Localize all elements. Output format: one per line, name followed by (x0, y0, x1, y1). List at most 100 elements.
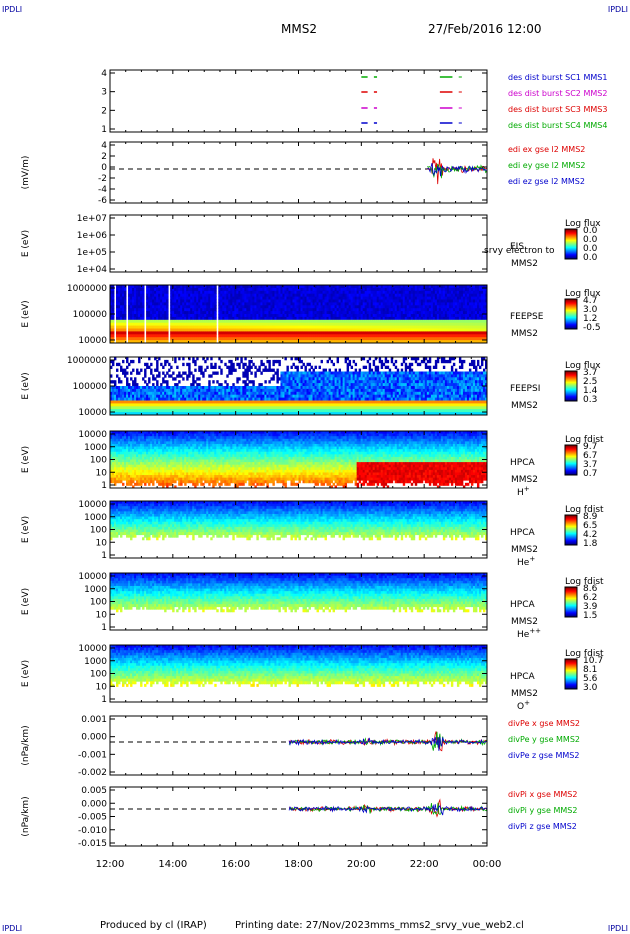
feepse-cell (166, 337, 168, 340)
panel-edi-ytick-label: -4 (98, 185, 107, 195)
feepse-cell (166, 297, 168, 300)
feepse-cell (214, 302, 216, 305)
feepse-cell (166, 320, 168, 323)
feepse-cell (166, 311, 168, 314)
feepse-cell (214, 317, 216, 320)
feepse-cell (142, 311, 144, 314)
feepse-cell (214, 334, 216, 337)
feepse-cell (112, 297, 114, 300)
panel-eis-ytick-label: 1e+04 (77, 265, 108, 275)
feepse-cell (112, 300, 114, 303)
panel-burst-ytick-label: 4 (101, 69, 107, 79)
feepse-cell (166, 305, 168, 308)
panel-burst-legend-item: des dist burst SC3 MMS3 (508, 105, 607, 114)
feepse-cell (124, 334, 126, 337)
feepse-cell (214, 311, 216, 314)
feepse-cell (166, 288, 168, 291)
feepse-cell (124, 337, 126, 340)
feepse-cell (112, 308, 114, 311)
feepse-cell (112, 305, 114, 308)
feepse-cell (124, 320, 126, 323)
panel-burst-legend-item: des dist burst SC4 MMS4 (508, 121, 607, 130)
feepse-cell (124, 323, 126, 326)
feepse-cell (112, 329, 114, 332)
feepse-cell (166, 334, 168, 337)
feepse-cell (112, 326, 114, 329)
feepse-cell (214, 294, 216, 297)
feepse-cell (124, 308, 126, 311)
feepse-cell (214, 326, 216, 329)
feepse-cell (142, 334, 144, 337)
panel-edi-frame (110, 142, 487, 203)
feepse-cell (142, 329, 144, 332)
panel-eis-extra-label: srvy electron to (484, 246, 555, 256)
feepse-cell (124, 331, 126, 334)
feepse-cell (214, 331, 216, 334)
feepse-cell (214, 308, 216, 311)
feepse-cell (166, 323, 168, 326)
feepse-cell (166, 300, 168, 303)
feepse-cell (112, 331, 114, 334)
feepse-cell (214, 305, 216, 308)
panel-burst-legend-item: des dist burst SC1 MMS1 (508, 73, 607, 82)
feepse-cell (112, 334, 114, 337)
feepse-cell (166, 329, 168, 332)
feepse-cell (214, 323, 216, 326)
panel-edi-ylabel: (mV/m) (21, 156, 31, 190)
panel-edi-ytick-label: 2 (101, 152, 107, 162)
feepse-cell (142, 297, 144, 300)
feepse-cell (214, 291, 216, 294)
feepse-cell (214, 320, 216, 323)
feepse-cell (124, 326, 126, 329)
feepse-cell (124, 314, 126, 317)
panel-edi-legend-item: edi ex gse l2 MMS2 (508, 145, 585, 154)
panel-edi-legend-item: edi ey gse l2 MMS2 (508, 161, 586, 170)
panel-eis-ylabel: E (eV) (21, 230, 31, 257)
panel-eis-ytick-label: 1e+06 (77, 231, 108, 241)
feepse-cell (112, 317, 114, 320)
feepse-cell (124, 302, 126, 305)
feepse-cell (214, 329, 216, 332)
feepse-cell (142, 317, 144, 320)
feepse-cell (214, 300, 216, 303)
feepse-cell (214, 337, 216, 340)
panel-burst-legend-item: des dist burst SC2 MMS2 (508, 89, 607, 98)
feepse-cell (142, 308, 144, 311)
panel-eis-cbar-tick: 0.0 (583, 253, 598, 263)
panel-edi-legend-item: edi ez gse l2 MMS2 (508, 177, 585, 186)
feepse-cell (124, 300, 126, 303)
feepse-cell (166, 294, 168, 297)
panel-burst-ytick-label: 3 (101, 88, 107, 98)
feepse-cell (112, 294, 114, 297)
panel-eis-ytick-label: 1e+05 (77, 248, 107, 258)
feepse-cell (112, 302, 114, 305)
feepse-cell (142, 323, 144, 326)
panel-eis-ytick-label: 1e+07 (77, 214, 107, 224)
feepse-cell (124, 329, 126, 332)
panel-edi-ytick-label: -6 (98, 196, 107, 206)
panel-eis-frame (110, 215, 487, 272)
panel-burst-frame (110, 70, 487, 132)
feepse-cell (142, 314, 144, 317)
feepse-cell (142, 326, 144, 329)
feepse-cell (124, 305, 126, 308)
feepse-cell (112, 320, 114, 323)
feepse-cell (142, 320, 144, 323)
feepse-cell (166, 331, 168, 334)
feepse-cell (142, 331, 144, 334)
feepse-cell (166, 308, 168, 311)
feepse-cell (112, 291, 114, 294)
feepse-cell (124, 294, 126, 297)
feepse-cell (166, 291, 168, 294)
feepse-cell (124, 317, 126, 320)
feepse-cell (142, 288, 144, 291)
feepse-cell (124, 311, 126, 314)
panel-burst-ytick-label: 1 (101, 125, 107, 135)
panel-edi-ytick-label: -2 (98, 174, 107, 184)
feepse-cell (166, 317, 168, 320)
feepse-cell (112, 323, 114, 326)
feepse-cell (124, 297, 126, 300)
feepse-cell (142, 337, 144, 340)
panel-eis-spacecraft-label: MMS2 (511, 259, 538, 269)
plot-area: des dist burst SC1 MMS1 des dist burst SC… (0, 0, 630, 900)
